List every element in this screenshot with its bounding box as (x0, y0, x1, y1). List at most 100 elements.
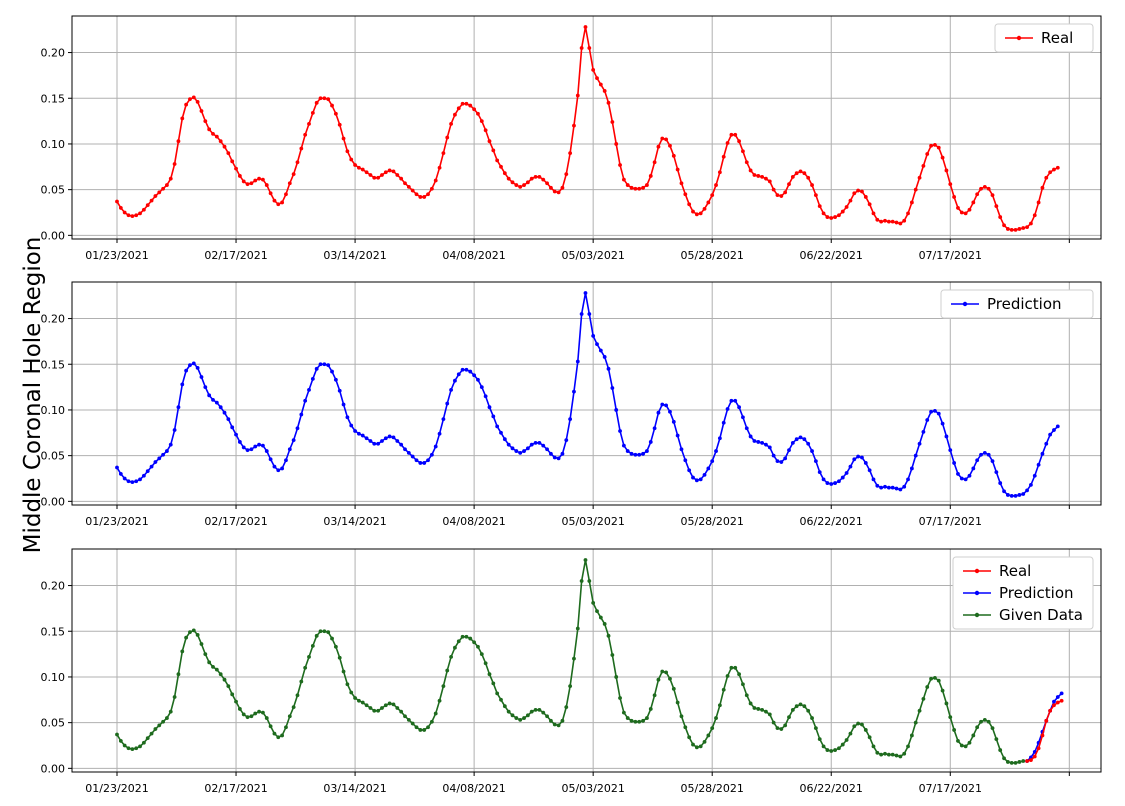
data-point (234, 166, 238, 171)
data-point (483, 128, 488, 133)
data-point (349, 157, 354, 162)
data-point (499, 430, 503, 435)
data-point (625, 183, 630, 187)
data-point (226, 151, 231, 155)
series-line (116, 292, 1059, 497)
data-point (307, 121, 311, 126)
data-point (821, 477, 826, 482)
data-point (149, 464, 154, 469)
data-point (1021, 759, 1026, 763)
data-point (702, 206, 707, 211)
data-point (522, 716, 526, 720)
data-point (1002, 223, 1006, 228)
data-point (956, 206, 960, 210)
data-point (760, 440, 765, 445)
data-point (725, 674, 730, 678)
data-point (1040, 185, 1045, 190)
data-point (153, 727, 158, 731)
data-point (345, 149, 350, 154)
x-tick-label: 01/23/2021 (85, 782, 148, 795)
data-point (917, 175, 922, 180)
data-point (741, 415, 745, 420)
data-point (925, 418, 930, 422)
data-point (406, 185, 411, 189)
data-point (629, 718, 634, 723)
data-point (310, 376, 315, 381)
data-point (894, 220, 899, 225)
data-point (449, 654, 453, 659)
data-point (729, 398, 734, 403)
data-point (917, 708, 922, 713)
data-point (802, 171, 807, 176)
data-point (1021, 492, 1026, 496)
data-point (1040, 451, 1045, 456)
legend: Real Prediction Given Data (952, 556, 1094, 630)
data-point (138, 211, 142, 216)
data-point (322, 629, 327, 634)
data-point (936, 411, 941, 416)
data-point (860, 455, 864, 460)
data-point (303, 665, 308, 670)
data-point (602, 89, 607, 93)
data-point (717, 436, 722, 441)
x-tick-label: 02/17/2021 (204, 249, 267, 262)
data-point (652, 426, 657, 431)
data-point (368, 173, 373, 177)
data-point (909, 733, 914, 738)
data-point (245, 715, 250, 720)
data-point (333, 377, 338, 382)
data-point (963, 744, 968, 749)
data-point (648, 707, 653, 711)
data-point (1005, 493, 1010, 497)
data-point (698, 211, 703, 216)
data-point (410, 721, 415, 726)
data-point (933, 408, 937, 413)
data-point (464, 367, 469, 372)
data-point (679, 714, 684, 719)
y-tick-label: 0.10 (41, 138, 66, 151)
data-point (1052, 428, 1056, 432)
data-point (453, 112, 457, 117)
data-point (871, 477, 876, 482)
data-point (1032, 754, 1037, 759)
data-point (871, 744, 876, 749)
data-point (1013, 227, 1018, 232)
data-point (629, 451, 634, 456)
data-point (468, 103, 473, 108)
data-point (971, 733, 976, 738)
data-point (364, 170, 369, 175)
data-point (230, 159, 235, 164)
data-point (641, 451, 645, 456)
data-point (549, 185, 553, 190)
data-point (487, 139, 492, 144)
data-point (668, 676, 672, 681)
data-point (752, 706, 757, 710)
legend-marker (962, 301, 968, 307)
data-point (783, 190, 788, 195)
data-point (725, 407, 730, 411)
legend-marker (974, 568, 980, 574)
data-point (387, 434, 392, 439)
data-point (453, 645, 457, 650)
data-point (844, 205, 849, 209)
data-point (422, 728, 427, 732)
data-point (303, 398, 308, 403)
data-point (848, 464, 853, 469)
data-point (906, 211, 910, 216)
data-point (514, 449, 519, 453)
data-point (514, 716, 519, 720)
x-tick-label: 07/17/2021 (919, 515, 982, 528)
data-point (449, 121, 453, 126)
data-point (1017, 227, 1022, 231)
data-point (575, 359, 580, 364)
data-point (637, 719, 642, 724)
data-point (929, 676, 933, 681)
data-point (771, 453, 776, 458)
data-point (660, 136, 665, 141)
data-point (383, 436, 388, 441)
data-point (326, 97, 331, 102)
data-point (710, 726, 715, 731)
data-point (380, 173, 384, 177)
data-point (168, 709, 173, 714)
data-point (813, 193, 818, 198)
